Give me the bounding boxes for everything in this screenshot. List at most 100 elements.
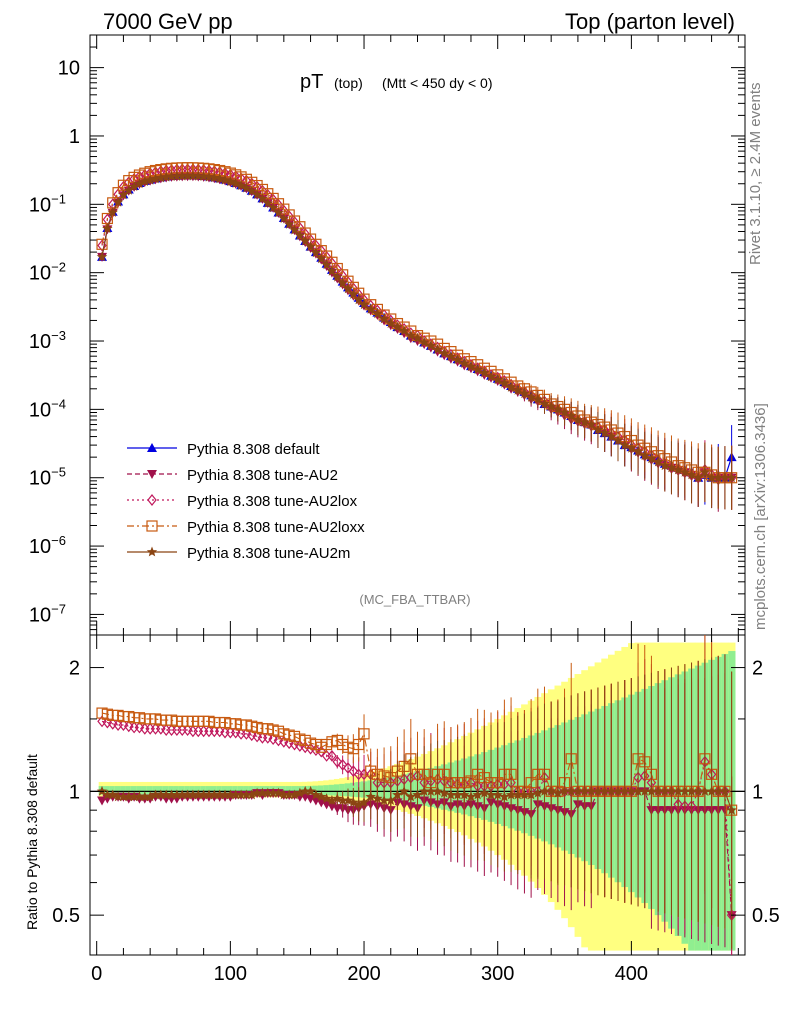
data-point [289,224,300,235]
data-point [372,793,383,804]
data-point [519,388,530,399]
data-point [398,325,410,336]
data-point [532,393,543,404]
data-point [305,241,316,252]
data-point [241,727,252,740]
data-point [150,789,161,800]
data-point [294,230,306,240]
data-point [257,787,268,798]
data-point [305,742,316,755]
ratio-y-tick-label-right: 1 [752,781,763,803]
data-point [283,218,295,229]
data-point [592,785,604,796]
data-point [107,207,118,217]
data-point [171,789,183,800]
data-point [358,299,370,310]
data-point [278,213,290,223]
data-point [225,789,236,800]
data-point [182,724,193,736]
data-point [432,344,443,354]
data-point [268,733,278,746]
y-tick-label: 10−4 [29,396,66,421]
data-point [342,795,354,805]
data-point [566,785,577,796]
data-point [606,431,617,441]
data-point [193,170,204,181]
data-point [112,791,124,802]
data-point [699,785,711,796]
data-point [719,472,731,483]
data-point [198,789,209,800]
data-point [572,785,584,796]
data-point [666,462,677,473]
data-point [230,789,241,800]
data-point [123,791,134,802]
data-point [147,470,157,479]
data-point [289,789,300,800]
data-point [305,785,316,796]
data-point [358,728,370,740]
y-tick-label: 10−7 [29,601,66,626]
data-point [499,791,510,802]
y-tick-label: 10−6 [29,533,66,558]
data-point [479,367,490,378]
data-point [337,277,348,288]
data-point [619,785,630,796]
data-point [579,785,590,796]
legend-label: Pythia 8.308 tune-AU2 [187,467,338,484]
data-point [405,791,416,802]
data-point [485,371,497,382]
data-point [267,202,279,213]
data-point [177,789,188,800]
data-point [706,785,717,796]
data-point [525,789,537,800]
data-point [144,791,156,802]
uncertainty-band-inner [125,786,133,795]
data-point [267,787,279,798]
data-point [326,265,338,276]
ratio-y-tick-label: 1 [69,781,80,803]
data-point [706,472,717,483]
data-point [235,789,247,800]
legend-label: Pythia 8.308 default [187,441,320,458]
uncertainty-band-inner [323,785,331,796]
data-point [679,466,691,477]
data-point [552,403,564,414]
data-point [726,472,737,483]
ratio-y-tick-label: 2 [69,658,80,680]
data-point [632,785,644,796]
data-point [492,789,503,800]
data-point [398,785,410,796]
uncertainty-band-inner [141,786,149,795]
data-point [512,384,523,395]
data-point [652,456,664,467]
series-line [101,167,732,479]
data-point [155,172,167,183]
data-point [96,251,108,262]
rivet-label: Rivet 3.1.10, ≥ 2.4M events [747,83,764,266]
y-tick-label: 1 [69,126,80,148]
data-point [219,174,231,185]
y-tick-label: 10 [58,58,80,80]
plot-title-sub2: (Mtt < 450 dy < 0) [382,75,493,91]
mcplots-label: mcplots.cern.ch [arXiv:1306.3436] [752,403,769,630]
data-point [566,410,577,421]
data-point [365,303,376,314]
data-point [316,253,327,264]
data-point [666,785,677,796]
data-point [139,791,150,802]
data-point [166,789,177,800]
data-point [445,789,457,800]
data-point [128,181,140,191]
uncertainty-band-inner [146,786,154,795]
data-point [659,460,670,471]
data-point [519,789,530,800]
data-point [150,173,161,184]
data-point [235,180,247,190]
data-point [343,761,353,774]
legend: Pythia 8.308 default Pythia 8.308 tune-AU… [127,441,365,562]
uncertainty-band-inner [339,783,347,796]
data-point [606,785,617,796]
series-line [101,168,732,479]
data-point [147,494,157,506]
